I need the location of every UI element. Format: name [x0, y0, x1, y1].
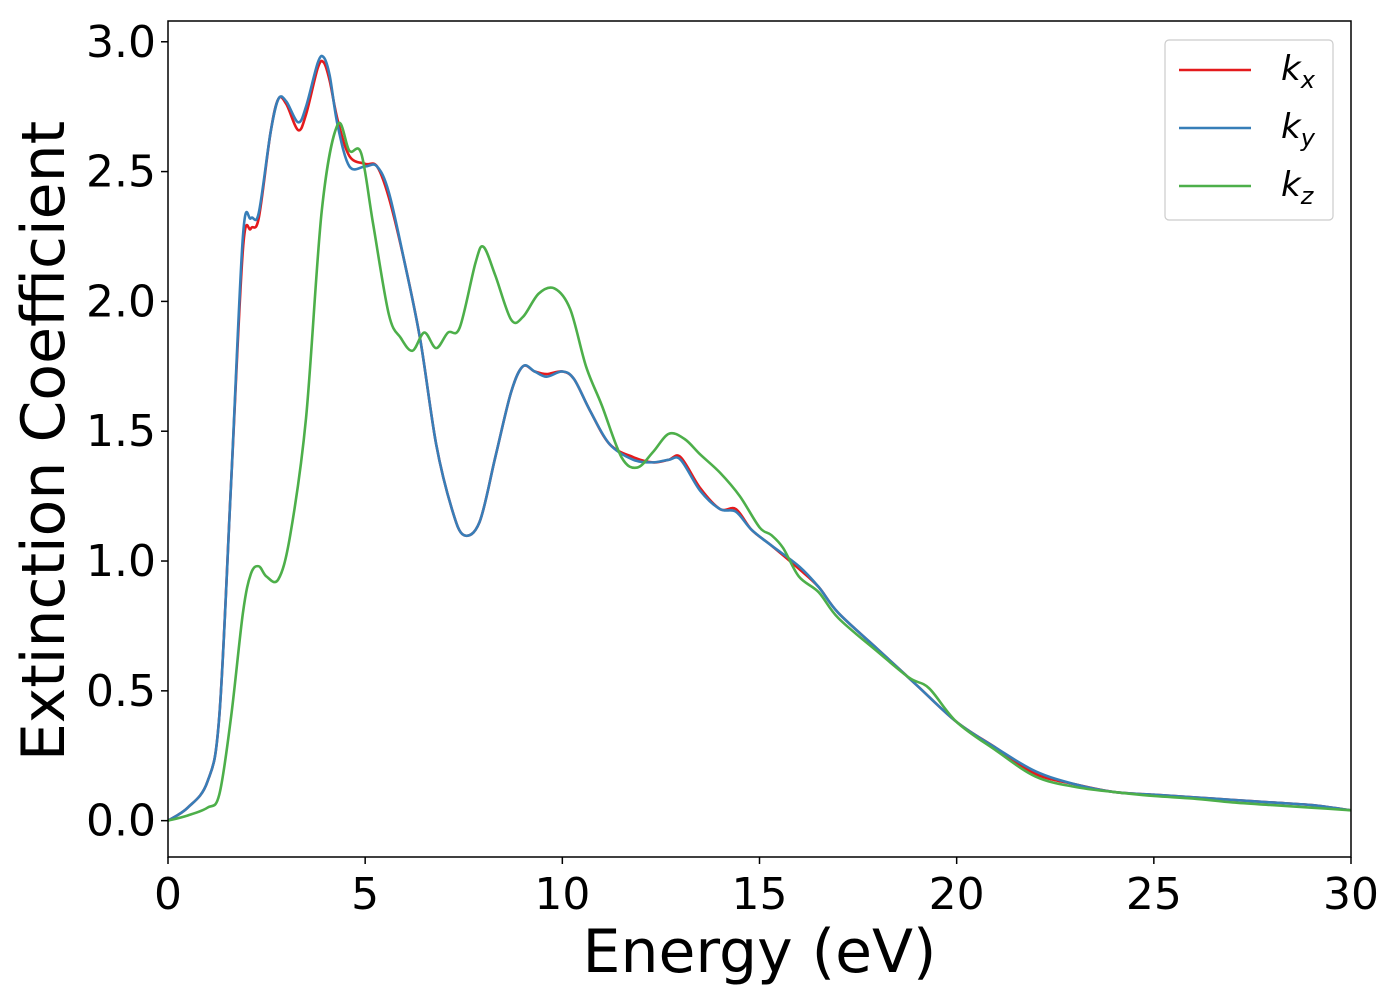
x-axis-label: Energy (eV) [583, 917, 937, 987]
series-line-k-z [168, 121, 1351, 822]
x-tick-label: 25 [1126, 869, 1182, 920]
legend-entry-k-z: kz [1281, 165, 1315, 210]
y-tick-label: 1.5 [86, 406, 156, 457]
y-tick-label: 1.0 [86, 536, 156, 587]
series-line-k-y [168, 54, 1351, 822]
x-tick-label: 30 [1323, 869, 1379, 920]
y-tick-label: 2.5 [86, 147, 156, 198]
legend-frame [1164, 39, 1334, 221]
x-tick-label: 0 [154, 869, 182, 920]
x-tick-label: 20 [929, 869, 985, 920]
y-axis-label: Extinction Coefficient [9, 121, 79, 761]
x-tick-label: 10 [534, 869, 590, 920]
y-tick-label: 0.0 [86, 796, 156, 847]
legend: kx ky kz [1164, 39, 1334, 221]
y-tick-label: 0.5 [86, 666, 156, 717]
x-tick-label: 5 [351, 869, 379, 920]
x-tick-label: 15 [732, 869, 788, 920]
x-axis-ticks: 0 5 10 15 20 25 30 [154, 857, 1379, 920]
plot-lines [168, 54, 1351, 822]
legend-entry-k-x: kx [1281, 49, 1316, 94]
legend-entry-k-y: ky [1281, 107, 1316, 152]
y-axis-ticks: 0.0 0.5 1.0 1.5 2.0 2.5 3.0 [86, 17, 168, 847]
y-tick-label: 3.0 [86, 17, 156, 68]
y-tick-label: 2.0 [86, 276, 156, 327]
